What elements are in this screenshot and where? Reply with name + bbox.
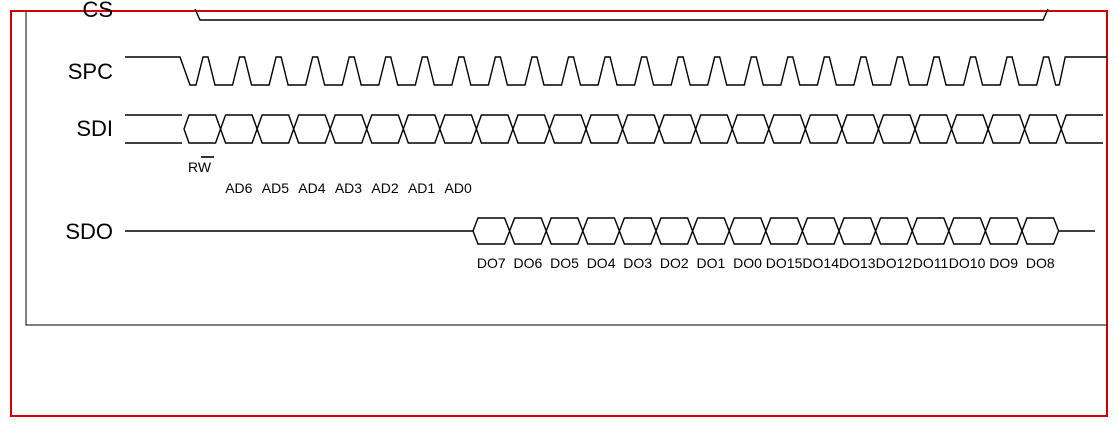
data-bit-label: DO8	[1026, 255, 1055, 271]
data-bit-label: DO15	[766, 255, 803, 271]
sdi-signal: SDI RW AD6 AD5 AD4 AD3 AD2 AD1 AD0	[76, 114, 1103, 196]
data-bit-label: DO5	[550, 255, 579, 271]
data-bit-label: DO10	[949, 255, 986, 271]
data-bit-label: DO1	[697, 255, 726, 271]
data-bit-label: DO12	[876, 255, 913, 271]
data-bit-label: DO7	[477, 255, 506, 271]
data-bit-label: DO13	[839, 255, 876, 271]
address-bit-label: AD5	[262, 180, 289, 196]
data-bit-label: DO4	[587, 255, 616, 271]
sdi-waveform	[125, 114, 1103, 144]
address-bit-label: AD1	[408, 180, 435, 196]
address-bit-label: AD0	[445, 180, 472, 196]
diagram-border	[25, 11, 1107, 326]
sdo-signal: SDO DO7 DO6 DO5 DO4 DO3 DO2 DO1 DO0 DO15 DO14 DO13…	[65, 217, 1095, 271]
cs-label: CS	[82, 0, 113, 22]
address-bit-label: AD2	[371, 180, 398, 196]
address-bit-label: AD4	[298, 180, 325, 196]
rw-bit-label: RW	[188, 159, 212, 175]
highlight-frame	[10, 10, 1108, 417]
cs-signal: CS	[82, 0, 1049, 22]
data-bit-label: DO11	[913, 255, 949, 271]
data-bit-label: DO3	[623, 255, 652, 271]
spc-waveform	[125, 56, 1107, 86]
sdo-waveform	[125, 217, 1095, 245]
address-bit-label: AD3	[335, 180, 362, 196]
spc-label: SPC	[68, 59, 113, 84]
spc-signal: SPC	[68, 56, 1107, 86]
sdi-label: SDI	[76, 116, 113, 141]
data-bit-labels: DO7 DO6 DO5 DO4 DO3 DO2 DO1 DO0 DO15 DO14 DO13 DO12…	[477, 255, 1055, 271]
data-bit-label: DO9	[989, 255, 1018, 271]
data-bit-label: DO2	[660, 255, 689, 271]
data-bit-label: DO14	[802, 255, 839, 271]
address-bit-labels: AD6 AD5 AD4 AD3 AD2 AD1 AD0	[225, 180, 472, 196]
data-bit-label: DO6	[514, 255, 543, 271]
sdo-label: SDO	[65, 219, 113, 244]
cs-waveform	[194, 8, 1049, 21]
data-bit-label: DO0	[733, 255, 762, 271]
address-bit-label: AD6	[225, 180, 252, 196]
